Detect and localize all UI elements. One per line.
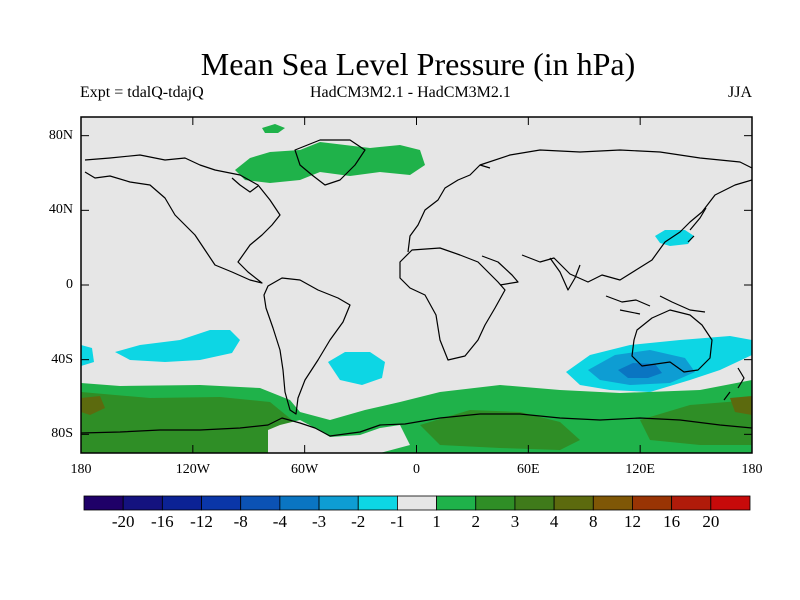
season-label: JJA [728, 84, 753, 101]
southern-indian-dark-green [420, 410, 580, 450]
x-tick-label: 120W [175, 462, 210, 477]
colorbar-level-label: -2 [351, 512, 366, 531]
colorbar-swatch [161, 495, 202, 511]
y-tick-label: 40N [48, 202, 73, 218]
coast-india [549, 257, 581, 291]
colorbar-level-label: 12 [623, 512, 641, 531]
colorbar-level-label: 3 [510, 512, 520, 531]
west-edge-negative [81, 345, 94, 366]
colorbar-swatch [397, 495, 437, 511]
model-label: HadCM3M2.1 - HadCM3M2.1 [310, 84, 511, 101]
y-tick-label: 80N [48, 127, 73, 143]
colorbar-swatch [318, 495, 359, 511]
coast-europe [407, 164, 491, 253]
anomaly-4-east [730, 396, 752, 415]
coast-north-america [84, 154, 281, 284]
colorbar-level-label: 1 [432, 512, 441, 531]
colorbar-level-label: 8 [589, 512, 598, 531]
coast-antarctica [81, 413, 752, 437]
antarctica-gray [268, 420, 410, 453]
colorbar-swatch [592, 495, 633, 511]
map-title: Mean Sea Level Pressure (in hPa) [200, 46, 636, 82]
colorbar-swatch [201, 495, 242, 511]
colorbar-level-label: 16 [663, 512, 681, 531]
colorbar-level-label: -12 [190, 512, 213, 531]
x-tick-label: 60W [291, 462, 319, 477]
colorbar-swatch [671, 495, 712, 511]
colorbar-level-label: -3 [311, 512, 327, 531]
anomaly-4-pacific [81, 396, 105, 415]
south-atlantic-negative [328, 352, 385, 385]
colorbar-swatch [240, 495, 281, 511]
greenland-green-anomaly [235, 142, 425, 183]
southern-ocean-dark-green [81, 392, 300, 453]
colorbar-swatch [357, 495, 398, 511]
x-tick-label: 180 [741, 462, 763, 477]
colorbar-swatch [279, 495, 320, 511]
x-tick-label: 0 [413, 462, 420, 477]
south-pacific-negative [115, 330, 240, 362]
x-tick-label: 60E [517, 462, 540, 477]
coast-south-america [263, 277, 351, 415]
coastlines [81, 139, 752, 437]
colorbar-level-label: 20 [702, 512, 720, 531]
colorbar-level-label: -16 [151, 512, 174, 531]
colorbar-swatch [122, 495, 163, 511]
arctic-green-patch [262, 124, 285, 133]
y-tick-label: 80S [51, 426, 73, 442]
coast-japan [687, 207, 707, 243]
y-tick-label: 0 [66, 277, 73, 292]
colorbar-level-label: 2 [471, 512, 481, 531]
colorbar [83, 495, 751, 511]
x-tick-label: 180 [70, 462, 92, 477]
colorbar-swatch [632, 495, 673, 511]
colorbar-swatch [83, 495, 124, 511]
colorbar-swatch [514, 495, 555, 511]
coast-asia [479, 149, 752, 283]
x-tick-label: 120E [625, 462, 655, 477]
coast-africa [399, 247, 506, 361]
coast-new-zealand [723, 367, 745, 401]
australia-negative-core [618, 363, 662, 378]
coast-arabia [481, 255, 519, 286]
pressure-anomaly-fields [81, 124, 752, 453]
colorbar-swatch [436, 495, 477, 511]
colorbar-level-label: -20 [111, 512, 135, 531]
experiment-label: Expt = tdalQ-tdajQ [80, 84, 204, 101]
colorbar-level-label: 4 [549, 512, 559, 531]
colorbar-level-label: -4 [272, 512, 287, 531]
colorbar-level-label: -1 [390, 512, 405, 531]
coast-greenland [294, 139, 366, 186]
colorbar-swatch [710, 495, 751, 511]
coast-australia [631, 309, 713, 373]
y-tick-label: 40S [51, 351, 73, 367]
coast-hudson-bay [231, 177, 259, 193]
colorbar-swatch [553, 495, 594, 511]
colorbar-level-label: -8 [233, 512, 248, 531]
coast-indonesia [605, 295, 706, 315]
axis-ticks [80, 117, 753, 453]
colorbar-swatch [475, 495, 516, 511]
